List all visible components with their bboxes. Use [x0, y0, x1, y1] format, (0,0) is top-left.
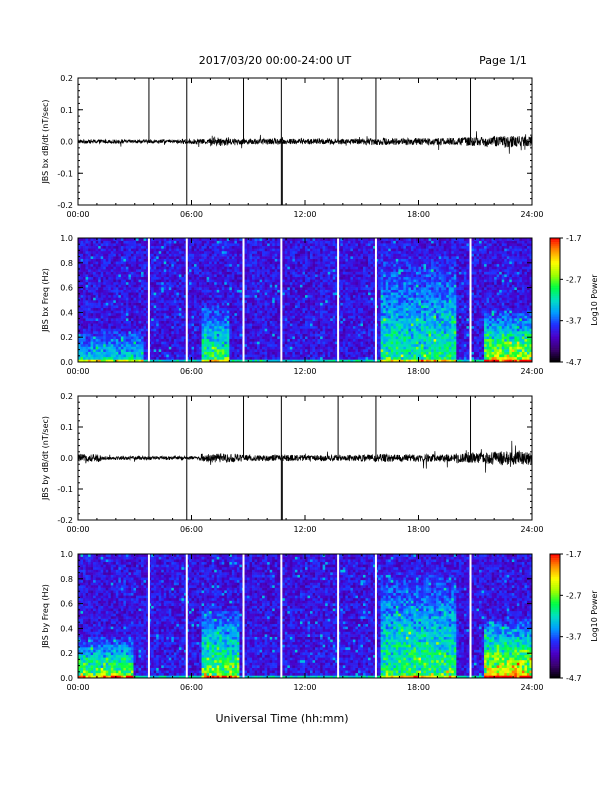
- page-indicator: Page 1/1: [479, 54, 527, 67]
- jbs-by-spectrogram-colorbar-tick-label: -1.7: [566, 550, 582, 559]
- jbs-bx-timeseries-x-tick-label: 00:00: [66, 210, 89, 219]
- jbs-by-timeseries-x-tick-label: 24:00: [520, 525, 543, 534]
- jbs-bx-timeseries-x-tick-label: 18:00: [407, 210, 430, 219]
- jbs-by-spectrogram-colorbar-tick-label: -2.7: [566, 591, 582, 600]
- jbs-bx-spectrogram-y-axis-label: JBS bx Freq (Hz): [41, 268, 50, 333]
- jbs-bx-spectrogram-y-tick-label: 0.0: [60, 358, 73, 367]
- jbs-bx-spectrogram-y-tick-label: 0.4: [60, 308, 73, 317]
- jbs-bx-spectrogram-data-gap: [374, 238, 377, 362]
- jbs-by-spectrogram-colorbar-frame: [549, 553, 561, 679]
- jbs-bx-timeseries-y-tick-label: -0.2: [57, 201, 73, 210]
- jbs-by-spectrogram-data-gap: [147, 554, 150, 678]
- jbs-by-spectrogram-x-tick-label: 06:00: [180, 683, 203, 692]
- jbs-by-spectrogram: 00:00 06:00 12:00 18:00 24:00 1.0 0.8 0.6 0.4 0.2…: [41, 550, 599, 692]
- jbs-bx-spectrogram-x-tick-label: 24:00: [520, 367, 543, 376]
- jbs-by-spectrogram-colorbar-label: Log10 Power: [590, 590, 599, 642]
- jbs-bx-spectrogram-colorbar-tick-label: -1.7: [566, 234, 582, 243]
- jbs-bx-timeseries-x-tick-label: 24:00: [520, 210, 543, 219]
- jbs-bx-timeseries-y-axis-label: JBS bx dB/dt (nT/sec): [41, 99, 50, 184]
- jbs-bx-spectrogram-colorbar-tick-label: -3.7: [566, 317, 582, 326]
- jbs-by-spectrogram-cells: [78, 554, 533, 679]
- jbs-by-spectrogram-x-tick-label: 18:00: [407, 683, 430, 692]
- jbs-by-spectrogram-data-gap: [337, 554, 340, 678]
- jbs-bx-timeseries-trace: [77, 131, 533, 154]
- jbs-by-timeseries-y-axis-label: JBS by dB/dt (nT/sec): [41, 416, 50, 501]
- jbs-by-timeseries-y-tick-label: 0.0: [60, 454, 73, 463]
- jbs-bx-timeseries: 00:00 06:00 12:00 18:00 24:00 0.2 0.1 0.0 -0.1 -0…: [41, 74, 544, 219]
- jbs-bx-spectrogram-colorbar-label: Log10 Power: [590, 274, 599, 326]
- jbs-by-spectrogram-x-tick-label: 00:00: [66, 683, 89, 692]
- jbs-by-spectrogram-y-axis-label: JBS by Freq (Hz): [41, 584, 50, 649]
- jbs-bx-timeseries-y-tick-label: 0.0: [60, 138, 73, 147]
- jbs-bx-timeseries-y-tick-label: 0.1: [60, 106, 73, 115]
- jbs-bx-spectrogram-x-tick-label: 00:00: [66, 367, 89, 376]
- jbs-by-timeseries-y-tick-label: 0.2: [60, 392, 73, 401]
- jbs-by-timeseries-x-tick-label: 00:00: [66, 525, 89, 534]
- figure-title: 2017/03/20 00:00-24:00 UT: [199, 54, 352, 67]
- jbs-bx-spectrogram-y-tick-label: 0.6: [60, 284, 73, 293]
- jbs-by-spectrogram-data-gap: [374, 554, 377, 678]
- jbs-bx-timeseries-y-tick-label: -0.1: [57, 169, 73, 178]
- jbs-by-spectrogram-colorbar-tick-label: -4.7: [566, 674, 582, 683]
- jbs-by-spectrogram-y-tick-label: 0.4: [60, 624, 73, 633]
- jbs-bx-spectrogram-x-tick-label: 06:00: [180, 367, 203, 376]
- jbs-by-spectrogram-y-tick-label: 1.0: [60, 550, 73, 559]
- jbs-bx-spectrogram-y-tick-label: 0.2: [60, 333, 73, 342]
- jbs-bx-spectrogram-x-tick-label: 12:00: [293, 367, 316, 376]
- jbs-by-spectrogram-colorbar-tick-label: -3.7: [566, 633, 582, 642]
- jbs-bx-spectrogram-cells: [78, 238, 533, 363]
- jbs-bx-spectrogram-data-gap: [280, 238, 283, 362]
- jbs-bx-timeseries-y-tick-label: 0.2: [60, 74, 73, 83]
- jbs-by-timeseries: 00:00 06:00 12:00 18:00 24:00 0.2 0.1 0.0 -0.1 -0…: [41, 392, 544, 534]
- jbs-by-spectrogram-data-gap: [280, 554, 283, 678]
- jbs-by-timeseries-y-tick-label: 0.1: [60, 423, 73, 432]
- jbs-by-spectrogram-data-gap: [469, 554, 472, 678]
- jbs-by-spectrogram-colorbar: -1.7 -2.7 -3.7 -4.7 Log10 Power: [549, 550, 599, 683]
- jbs-by-spectrogram-data-gap: [185, 554, 188, 678]
- jbs-bx-spectrogram-colorbar-tick-label: -4.7: [566, 358, 582, 367]
- jbs-bx-spectrogram-data-gap: [242, 238, 245, 362]
- jbs-bx-spectrogram-x-tick-label: 18:00: [407, 367, 430, 376]
- jbs-by-spectrogram-y-tick-label: 0.8: [60, 575, 73, 584]
- jbs-by-spectrogram-x-tick-label: 12:00: [293, 683, 316, 692]
- jbs-by-timeseries-x-tick-label: 06:00: [180, 525, 203, 534]
- jbs-bx-spectrogram-y-tick-label: 0.8: [60, 259, 73, 268]
- x-axis-label: Universal Time (hh:mm): [216, 712, 349, 725]
- panels: 00:00 06:00 12:00 18:00 24:00 0.2 0.1 0.0 -0.1 -0…: [41, 74, 599, 692]
- jbs-by-timeseries-trace: [77, 440, 533, 473]
- jbs-by-spectrogram-data-gap: [242, 554, 245, 678]
- jbs-by-spectrogram-y-tick-label: 0.2: [60, 649, 73, 658]
- jbs-bx-spectrogram-y-tick-label: 1.0: [60, 234, 73, 243]
- jbs-by-spectrogram-y-tick-label: 0.6: [60, 600, 73, 609]
- jbs-bx-spectrogram-data-gap: [185, 238, 188, 362]
- jbs-by-timeseries-y-tick-label: -0.1: [57, 485, 73, 494]
- jbs-bx-spectrogram-colorbar: -1.7 -2.7 -3.7 -4.7 Log10 Power: [549, 234, 599, 367]
- jbs-bx-spectrogram-colorbar-frame: [549, 237, 561, 363]
- jbs-by-timeseries-x-tick-label: 18:00: [407, 525, 430, 534]
- jbs-bx-spectrogram-colorbar-tick-label: -2.7: [566, 275, 582, 284]
- jbs-bx-timeseries-x-tick-label: 12:00: [293, 210, 316, 219]
- jbs-bx-spectrogram-data-gap: [147, 238, 150, 362]
- jbs-bx-timeseries-x-tick-label: 06:00: [180, 210, 203, 219]
- jbs-by-timeseries-x-tick-label: 12:00: [293, 525, 316, 534]
- jbs-bx-spectrogram-data-gap: [337, 238, 340, 362]
- jbs-bx-spectrogram: 00:00 06:00 12:00 18:00 24:00 1.0 0.8 0.6 0.4 0.2…: [41, 234, 599, 376]
- jbs-by-spectrogram-x-tick-label: 24:00: [520, 683, 543, 692]
- jbs-by-timeseries-y-tick-label: -0.2: [57, 516, 73, 525]
- jbs-by-spectrogram-y-tick-label: 0.0: [60, 674, 73, 683]
- jbs-bx-spectrogram-data-gap: [469, 238, 472, 362]
